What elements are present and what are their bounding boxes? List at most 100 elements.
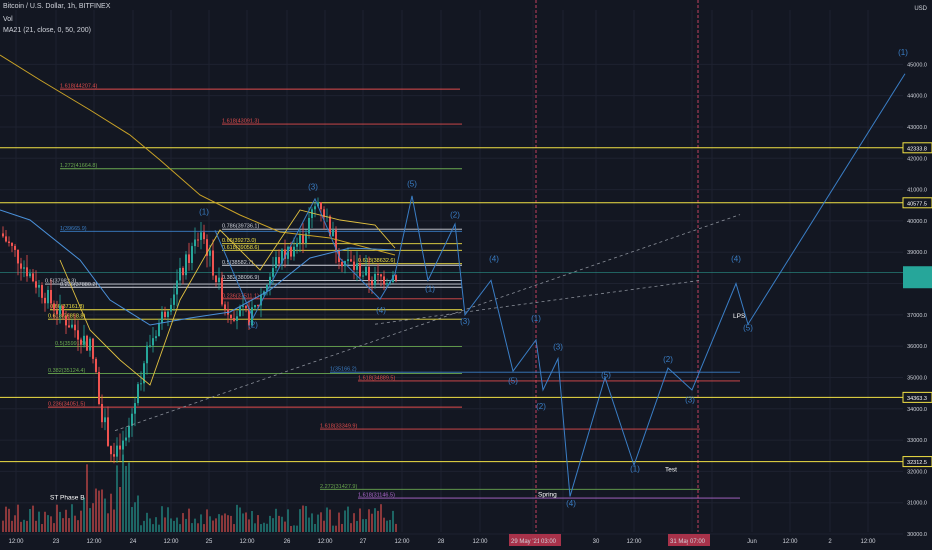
volume-bar [68, 518, 70, 532]
volume-bar [137, 495, 139, 532]
volume-bar [47, 515, 49, 532]
wave-path-projection [394, 73, 906, 497]
volume-bar [86, 464, 88, 532]
volume-bar [20, 521, 22, 532]
volume-bar [194, 518, 196, 532]
candle-body [305, 233, 307, 243]
volume-bar [338, 512, 340, 532]
volume-bar [203, 524, 205, 532]
volume-bar [173, 520, 175, 532]
candle-body [173, 294, 175, 305]
volume-bar [62, 518, 64, 532]
candle-body [5, 236, 7, 242]
candle-body [332, 229, 334, 237]
candle-body [65, 315, 67, 326]
x-tick-label: 12:00 [472, 539, 488, 545]
volume-bar [386, 520, 388, 532]
volume-bar [302, 505, 304, 532]
volume-bar [92, 503, 94, 532]
candle-body [224, 304, 226, 310]
volume-bar [278, 515, 280, 532]
x-tick-highlight [688, 534, 710, 546]
volume-bar [119, 486, 121, 532]
volume-bar [287, 509, 289, 532]
candle-body [23, 267, 25, 269]
volume-bar [65, 509, 67, 532]
candle-body [380, 274, 382, 277]
candle-body [8, 241, 10, 243]
fib-level-label: 1.618(34889.5) [358, 375, 395, 381]
volume-bar [56, 504, 58, 532]
candle-body [329, 216, 331, 237]
x-tick-label: 12:00 [317, 539, 333, 545]
volume-bar [329, 509, 331, 532]
candle-body [218, 277, 220, 283]
volume-bar [266, 523, 268, 532]
wave-label: (2) [248, 320, 258, 329]
volume-bar [296, 525, 298, 532]
volume-bar [269, 515, 271, 532]
volume-bar [377, 510, 379, 532]
candle-body [179, 267, 181, 281]
candle-body [11, 242, 13, 246]
fib-level-label: 1.618(31146.5) [358, 493, 395, 499]
volume-bar [215, 518, 217, 532]
candle-body [287, 246, 289, 259]
volume-bar [182, 513, 184, 532]
candle-body [275, 257, 277, 269]
x-tick-label: 12:00 [8, 539, 24, 545]
volume-bar [335, 525, 337, 532]
candle-body [215, 275, 217, 283]
volume-bar [104, 498, 106, 532]
candle-body [299, 235, 301, 244]
volume-bar [227, 515, 229, 532]
volume-bar [155, 517, 157, 532]
current-price-tag [903, 266, 932, 289]
y-tick-label: 41000.0 [907, 188, 927, 194]
volume-bar [17, 504, 19, 532]
fib-level-label: 1(35166.2) [330, 367, 357, 373]
volume-bar [365, 519, 367, 532]
price-tag-label: 42333.8 [907, 146, 927, 152]
volume-bar [149, 518, 151, 532]
candle-body [197, 239, 199, 241]
candle-body [35, 281, 37, 288]
volume-bar [239, 507, 241, 532]
candle-body [365, 266, 367, 276]
candle-body [347, 259, 349, 262]
y-tick-label: 44000.0 [907, 94, 927, 100]
candle-body [32, 273, 34, 282]
x-tick-label: 12:00 [239, 539, 255, 545]
candle-body [242, 305, 244, 307]
volume-bar [32, 505, 34, 532]
volume-bar [209, 516, 211, 532]
candle-body [191, 246, 193, 263]
volume-bar [344, 510, 346, 532]
candle-body [320, 202, 322, 210]
candle-body [155, 336, 157, 339]
candle-body [272, 268, 274, 277]
volume-bar [161, 506, 163, 532]
volume-bar [170, 518, 172, 532]
candle-body [146, 345, 148, 364]
candle-body [122, 440, 124, 450]
wave-label: (4) [376, 306, 386, 315]
x-tick-highlight [509, 534, 545, 546]
candle-body [128, 425, 130, 438]
x-tick-label: 12:00 [860, 539, 876, 545]
candle-body [236, 316, 238, 321]
volume-bar [41, 524, 43, 532]
x-tick-label: 28 [438, 539, 445, 545]
candle-body [113, 454, 115, 457]
candle-body [308, 217, 310, 234]
candle-body [134, 403, 136, 414]
fib-level-label: 0.5(37982.3) [45, 279, 76, 285]
volume-bar [167, 507, 169, 532]
volume-bar [11, 520, 13, 532]
volume-bar [110, 493, 112, 532]
candle-body [152, 338, 154, 346]
volume-bar [350, 523, 352, 532]
candle-body [317, 202, 319, 207]
ma-21-line [59, 209, 396, 386]
